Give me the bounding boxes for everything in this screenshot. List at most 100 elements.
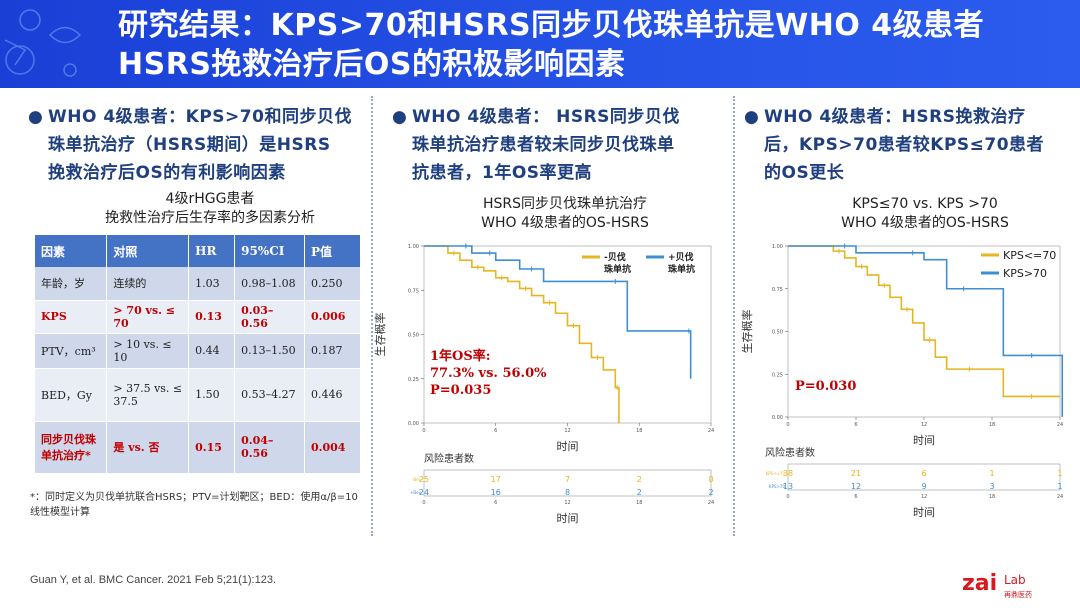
risk-cell: 3 [989, 482, 994, 491]
risk-cell: 38 [783, 469, 793, 478]
table-cell: > 70 vs. ≤ 70 [106, 300, 190, 334]
x-tick-label: 0 [786, 422, 789, 428]
risk-cell: 7 [565, 475, 570, 484]
x-tick-label: 0 [422, 428, 425, 434]
risk-x-tick-label: 24 [1057, 494, 1063, 500]
legend-label: 珠单抗 [604, 263, 631, 275]
table-cell: 连续的 [106, 267, 190, 301]
risk-table-frame [787, 463, 1061, 491]
table-cell: KPS [35, 300, 108, 334]
risk-x-axis-label: 时间 [557, 512, 579, 525]
risk-x-tick-label: 12 [564, 500, 570, 506]
table-cell: 0.004 [304, 421, 361, 474]
series-line [788, 245, 1064, 417]
x-tick-label: 6 [854, 422, 857, 428]
bullet-line: 珠单抗治疗患者较未同步贝伐珠单 [412, 135, 675, 155]
legend-label: -贝伐 [604, 251, 626, 263]
table-cell: 年龄，岁 [35, 267, 108, 301]
table-cell: 0.250 [304, 267, 361, 301]
middle-bullet: ● WHO 4级患者： HSRS同步贝伐 珠单抗治疗患者较未同步贝伐珠单 抗患者… [392, 103, 730, 187]
y-tick-label: 0.75 [772, 287, 783, 293]
risk-x-tick-label: 12 [921, 494, 927, 500]
table-cell: > 37.5 vs. ≤ 37.5 [106, 368, 190, 422]
table-row: PTV，cm³ > 10 vs. ≤ 10 0.44 0.13–1.50 0.1… [35, 333, 361, 369]
risk-cell: 12 [851, 482, 861, 491]
y-axis-label: 生存概率 [740, 310, 754, 354]
table-cell: 0.15 [188, 421, 236, 474]
table-cell: 同步贝伐珠单抗治疗* [35, 421, 108, 474]
bullet-line: 抗患者，1年OS率更高 [412, 163, 593, 183]
y-tick-label: 1.00 [772, 244, 783, 250]
zai-lab-logo: zai Lab 再鼎医药 [962, 571, 1032, 599]
risk-cell: 2 [637, 488, 642, 497]
series-line [788, 245, 1060, 398]
table-header-cell: 对照 [106, 235, 190, 267]
table-cell: 0.98–1.08 [234, 267, 306, 301]
chart-title: HSRS同步贝伐珠单抗治疗 WHO 4级患者的OS-HSRS [400, 195, 730, 233]
page-title-line2: HSRS挽救治疗后OS的积极影响因素 [118, 47, 626, 82]
table-cell: 0.006 [304, 300, 361, 334]
table-header-cell: P值 [304, 235, 361, 267]
km-chart-bevacizumab: 0.00 0.25 0.50 0.75 1.00 0 6 12 18 24 时间 生存概率 -贝伐珠单抗… [373, 243, 714, 525]
risk-x-tick-label: 18 [989, 494, 995, 500]
risk-table-frame [423, 469, 712, 497]
left-bullet: ● WHO 4级患者：KPS>70和同步贝伐 珠单抗治疗（HSRS期间）是HSR… [28, 103, 370, 187]
table-cell: > 10 vs. ≤ 10 [106, 333, 190, 369]
table-cell: 0.53–4.27 [234, 368, 306, 422]
table-row: 同步贝伐珠单抗治疗* 是 vs. 否 0.15 0.04–0.56 0.004 [35, 421, 361, 474]
y-tick-label: 0.00 [772, 415, 783, 421]
risk-x-tick-label: 6 [494, 500, 497, 506]
y-tick-label: 0.25 [408, 377, 419, 383]
x-tick-label: 6 [494, 428, 497, 434]
footnote: *：同时定义为贝伐单抗联合HSRS；PTV=计划靶区；BED：使用α/β=10线… [30, 492, 358, 518]
header-banner: 研究结果：KPS>70和HSRS同步贝伐珠单抗是WHO 4级患者 HSRS挽救治… [0, 0, 1080, 88]
y-tick-label: 0.75 [408, 288, 419, 294]
table-header-cell: 95%CI [234, 235, 306, 267]
risk-cell: 25 [419, 475, 429, 484]
risk-x-tick-label: 18 [636, 500, 642, 506]
table-title: 4级rHGG患者 挽救性治疗后生存率的多因素分析 [60, 190, 360, 228]
svg-text:zai: zai [962, 571, 997, 596]
table-row: BED，Gy > 37.5 vs. ≤ 37.5 1.50 0.53–4.27 … [35, 368, 361, 422]
series-line [424, 245, 692, 379]
risk-table-title: 风险患者数 [424, 452, 474, 465]
decorative-pattern-icon [4, 9, 82, 77]
table-title-line1: 4级rHGG患者 [165, 191, 255, 207]
annotation-text: 1年OS率: [430, 348, 491, 364]
series-line [424, 245, 620, 423]
x-tick-label: 24 [708, 428, 714, 434]
bullet-line: WHO 4级患者： HSRS同步贝伐 [412, 107, 680, 127]
bullet-line: 的OS更长 [764, 163, 845, 183]
risk-table-title: 风险患者数 [765, 446, 815, 459]
bullet-dot-icon: ● [744, 107, 760, 127]
table-row: 年龄，岁 连续的 1.03 0.98–1.08 0.250 [35, 267, 361, 301]
annotation-text: P=0.030 [795, 379, 856, 394]
x-axis-label: 时间 [557, 440, 579, 453]
x-tick-label: 12 [921, 422, 927, 428]
citation: Guan Y, et al. BMC Cancer. 2021 Feb 5;21… [30, 574, 277, 586]
chart-title-line2: WHO 4级患者的OS-HSRS [481, 215, 649, 231]
risk-row-label: +Bev [410, 490, 422, 495]
table-cell: 0.187 [304, 333, 361, 369]
table-cell: 0.44 [188, 333, 236, 369]
chart-title: KPS≤70 vs. KPS >70 WHO 4级患者的OS-HSRS [770, 195, 1080, 233]
table-cell: BED，Gy [35, 368, 108, 422]
legend-label: KPS<=70 [1003, 249, 1056, 262]
column-divider [733, 96, 735, 536]
risk-row-label: KPS>70 [769, 484, 785, 489]
legend-label: 珠单抗 [668, 263, 695, 275]
bullet-dot-icon: ● [28, 107, 44, 127]
risk-cell: 17 [491, 475, 501, 484]
risk-cell: 2 [637, 475, 642, 484]
risk-cell: 8 [565, 488, 570, 497]
x-axis-label: 时间 [913, 434, 935, 447]
x-tick-label: 18 [636, 428, 642, 434]
table-cell: 0.13 [188, 300, 236, 334]
y-axis-label: 生存概率 [373, 313, 387, 357]
y-tick-label: 0.25 [772, 372, 783, 378]
svg-text:再鼎医药: 再鼎医药 [1004, 590, 1032, 599]
risk-cell: 0 [708, 475, 713, 484]
risk-cell: 9 [921, 482, 926, 491]
km-chart-kps: 0.00 0.25 0.50 0.75 1.00 0 6 12 18 24 时间 生存概率 KPS<=7… [740, 243, 1064, 519]
risk-cell: 6 [921, 469, 926, 478]
